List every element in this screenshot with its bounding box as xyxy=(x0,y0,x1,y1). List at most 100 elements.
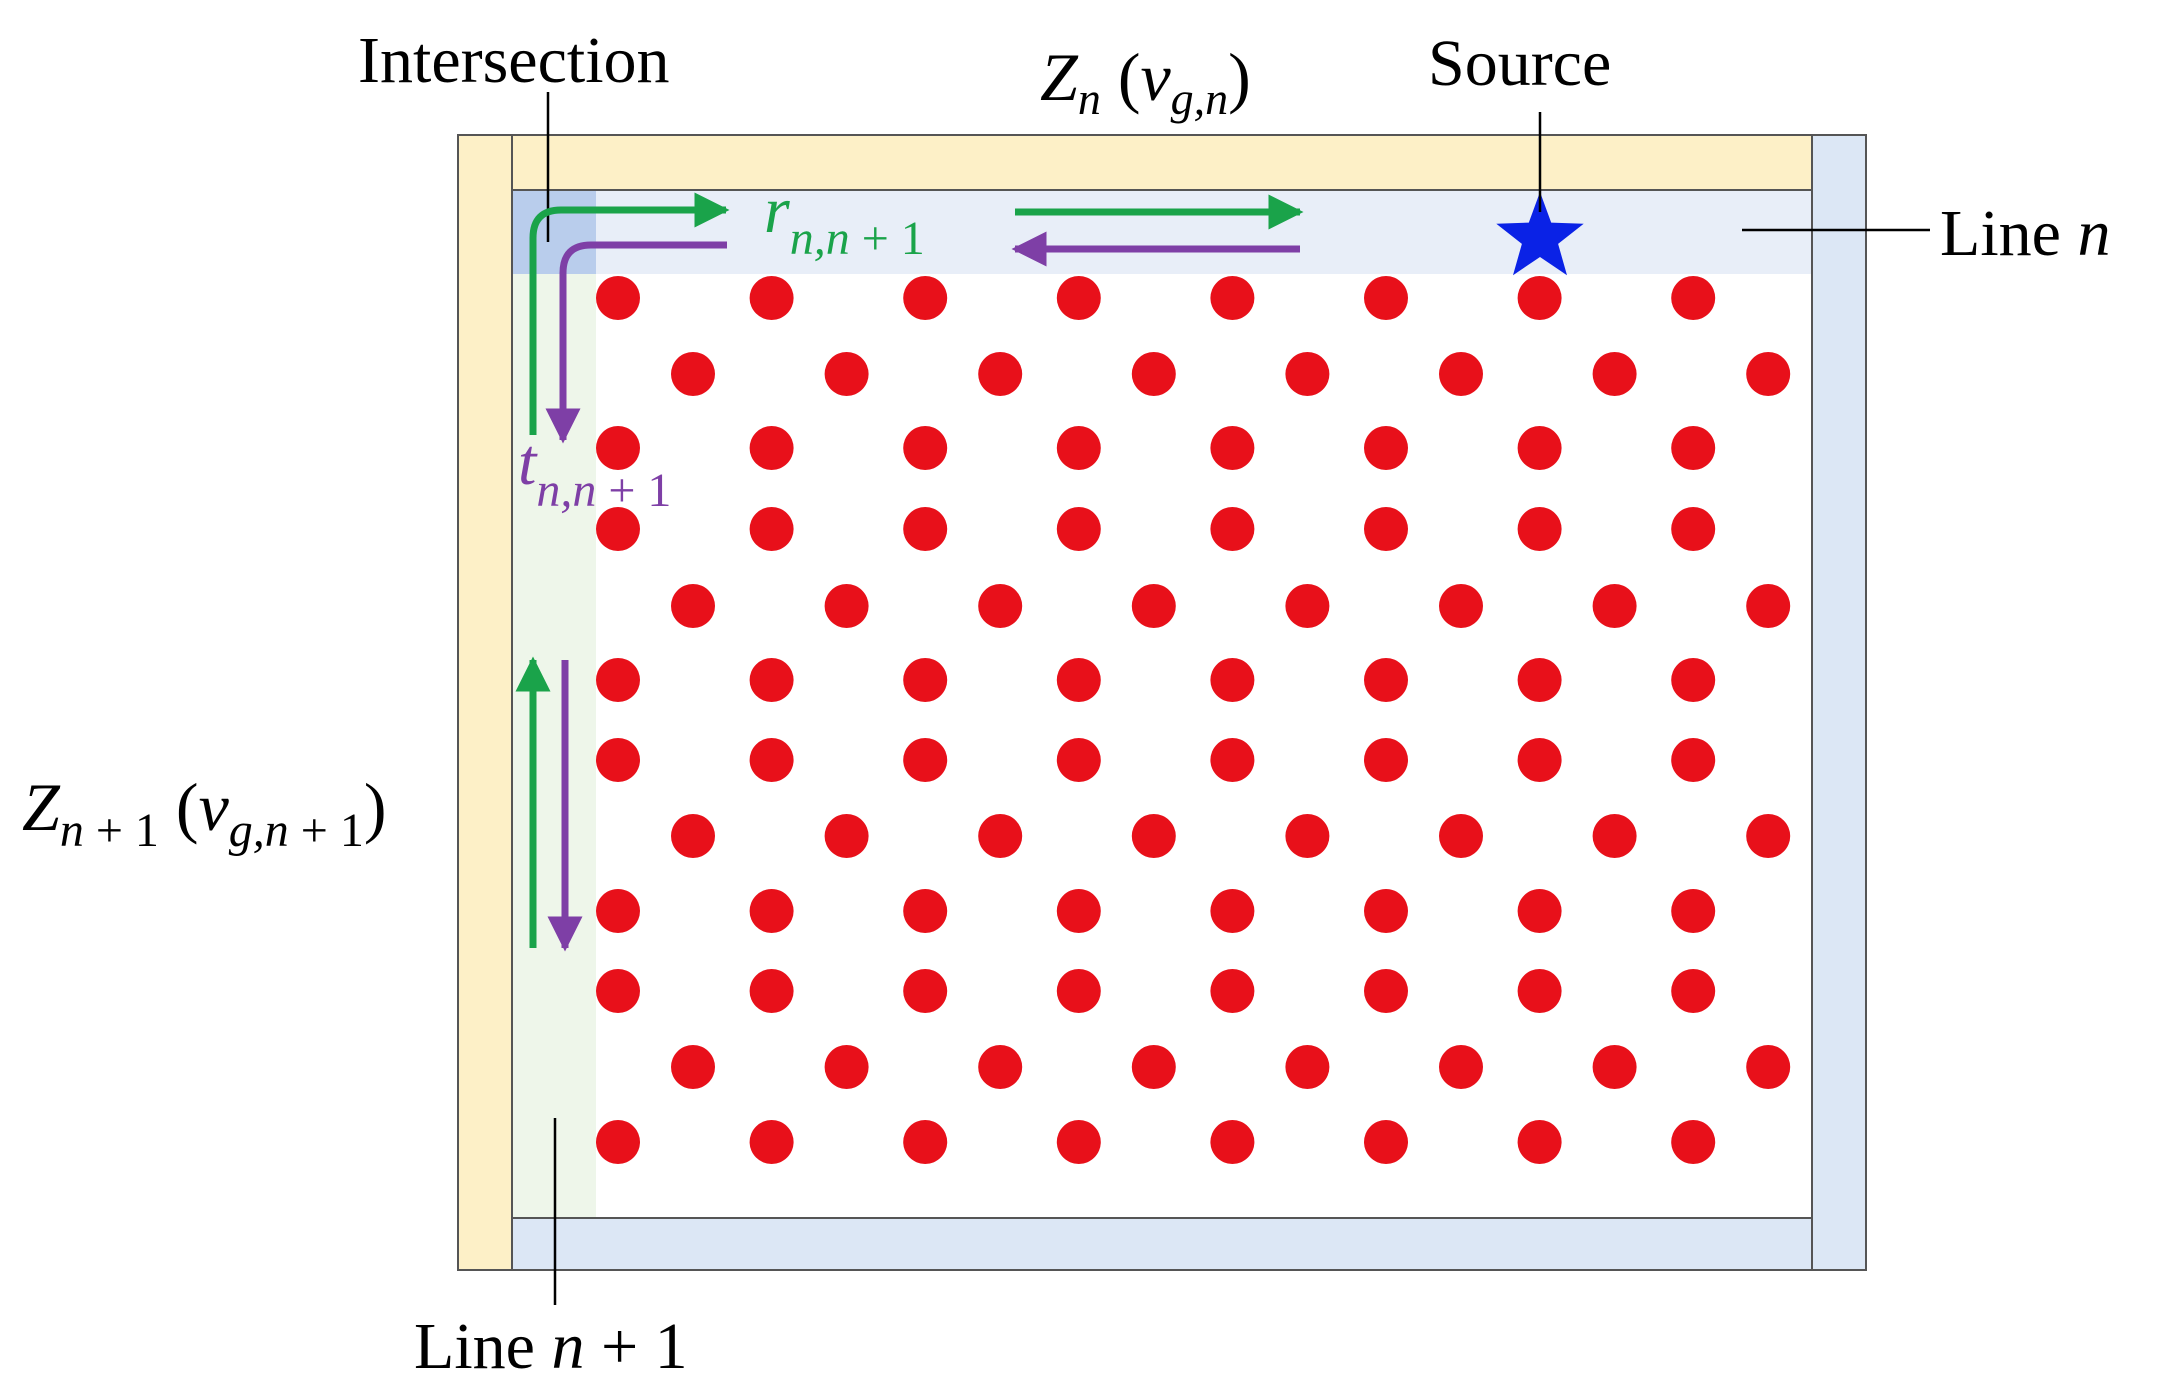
lattice-rod xyxy=(903,969,948,1013)
lattice-rod xyxy=(1210,969,1255,1013)
lattice-rod xyxy=(1056,426,1101,470)
lattice-rod xyxy=(596,1120,640,1164)
lattice-rod xyxy=(1364,969,1408,1013)
lattice-rod xyxy=(1746,352,1791,396)
lattice-rod xyxy=(1131,584,1176,628)
lattice-rod xyxy=(671,1045,715,1089)
lattice-rod xyxy=(1210,889,1255,933)
intersection-region xyxy=(512,190,596,274)
lattice-rod xyxy=(824,584,869,628)
lattice-rod xyxy=(749,889,794,933)
lattice-rod xyxy=(1517,738,1562,782)
lattice-rod xyxy=(1592,352,1637,396)
lattice-rod xyxy=(1210,507,1255,551)
leader-lines xyxy=(546,92,1930,1305)
lattice-rod xyxy=(1364,426,1408,470)
lattice-rod xyxy=(824,352,869,396)
lattice-rod xyxy=(1364,658,1408,702)
lattice-rod xyxy=(903,507,948,551)
lattice-rod xyxy=(903,426,948,470)
lattice-rod xyxy=(1517,1120,1562,1164)
lattice-rod xyxy=(903,738,948,782)
lattice-rod xyxy=(1671,426,1716,470)
lattice-rod xyxy=(1056,276,1101,320)
lattice-rod xyxy=(671,814,715,858)
lattice-rod xyxy=(903,276,948,320)
green-bend-arrow xyxy=(529,192,730,435)
lattice-rod xyxy=(749,276,794,320)
lattice-rod xyxy=(978,584,1023,628)
zn-label: Zn (vg,n) xyxy=(1040,39,1251,124)
lattice-rod xyxy=(1056,738,1101,782)
lattice-rod xyxy=(596,738,640,782)
lattice-rod xyxy=(671,584,715,628)
lattice-rod xyxy=(824,814,869,858)
purple-bend-arrow xyxy=(545,241,727,444)
lattice-rod xyxy=(1439,1045,1483,1089)
star-icon xyxy=(1496,192,1584,276)
lattice-rod xyxy=(596,507,640,551)
lattice-rod xyxy=(1131,814,1176,858)
lattice-rod xyxy=(1056,1120,1101,1164)
lattice-rod xyxy=(978,814,1023,858)
lattice-rod xyxy=(1746,584,1791,628)
crystal-frame xyxy=(457,134,1867,1271)
lattice-rod xyxy=(1746,814,1791,858)
line-n-label: Line n xyxy=(1940,197,2110,270)
lattice-rod xyxy=(903,1120,948,1164)
r-coefficient-label: rn,n + 1 xyxy=(764,174,925,265)
lattice-rod xyxy=(1131,1045,1176,1089)
lattice-rod xyxy=(596,276,640,320)
frame-bottom-boundary xyxy=(511,1217,1813,1271)
lattice-rod xyxy=(596,889,640,933)
lattice-rod xyxy=(1439,352,1483,396)
lattice-rod xyxy=(1210,276,1255,320)
lattice-rod xyxy=(1517,507,1562,551)
lattice-rod xyxy=(1210,1120,1255,1164)
lattice-rod xyxy=(749,1120,794,1164)
lattice-rod xyxy=(1364,507,1408,551)
lattice-rod xyxy=(1592,584,1637,628)
lattice-rod xyxy=(1671,507,1716,551)
lattice-rod xyxy=(903,658,948,702)
frame-left-boundary xyxy=(457,134,513,1271)
lattice-rod xyxy=(596,969,640,1013)
line-n-waveguide xyxy=(512,190,1812,274)
lattice-rod xyxy=(596,658,640,702)
lattice-rod xyxy=(1056,658,1101,702)
lattice-rod xyxy=(978,1045,1023,1089)
lattice-rod xyxy=(671,352,715,396)
lattice-rod xyxy=(1056,969,1101,1013)
line-n1-waveguide xyxy=(512,274,596,1218)
lattice-rod xyxy=(749,738,794,782)
lattice-rod xyxy=(1517,889,1562,933)
lattice-rod xyxy=(749,507,794,551)
lattice-rod xyxy=(1364,276,1408,320)
lattice-rod xyxy=(1517,426,1562,470)
lattice-rod xyxy=(749,426,794,470)
lattice-rod xyxy=(1517,658,1562,702)
lattice-rod xyxy=(1131,352,1176,396)
lattice-rod xyxy=(1671,658,1716,702)
lattice-rods xyxy=(596,276,1791,1164)
lattice-rod xyxy=(1517,276,1562,320)
lattice-rod xyxy=(1671,276,1716,320)
lattice-rod xyxy=(1517,969,1562,1013)
frame-top-boundary xyxy=(511,134,1813,191)
lattice-rod xyxy=(1439,814,1483,858)
lattice-rod xyxy=(1364,1120,1408,1164)
lattice-rod xyxy=(1592,814,1637,858)
lattice-rod xyxy=(1210,658,1255,702)
lattice-rod xyxy=(1285,1045,1330,1089)
lattice-rod xyxy=(1671,889,1716,933)
propagation-arrows xyxy=(515,192,1304,952)
lattice-rod xyxy=(1592,1045,1637,1089)
lattice-rod xyxy=(1210,426,1255,470)
line-n1-label: Line n + 1 xyxy=(414,1310,688,1383)
source-label: Source xyxy=(1428,27,1611,100)
lattice-rod xyxy=(1746,1045,1791,1089)
lattice-rod xyxy=(1364,889,1408,933)
lattice-rod xyxy=(1056,507,1101,551)
lattice-rod xyxy=(824,1045,869,1089)
zn1-label: Zn + 1 (vg,n + 1) xyxy=(22,769,386,857)
